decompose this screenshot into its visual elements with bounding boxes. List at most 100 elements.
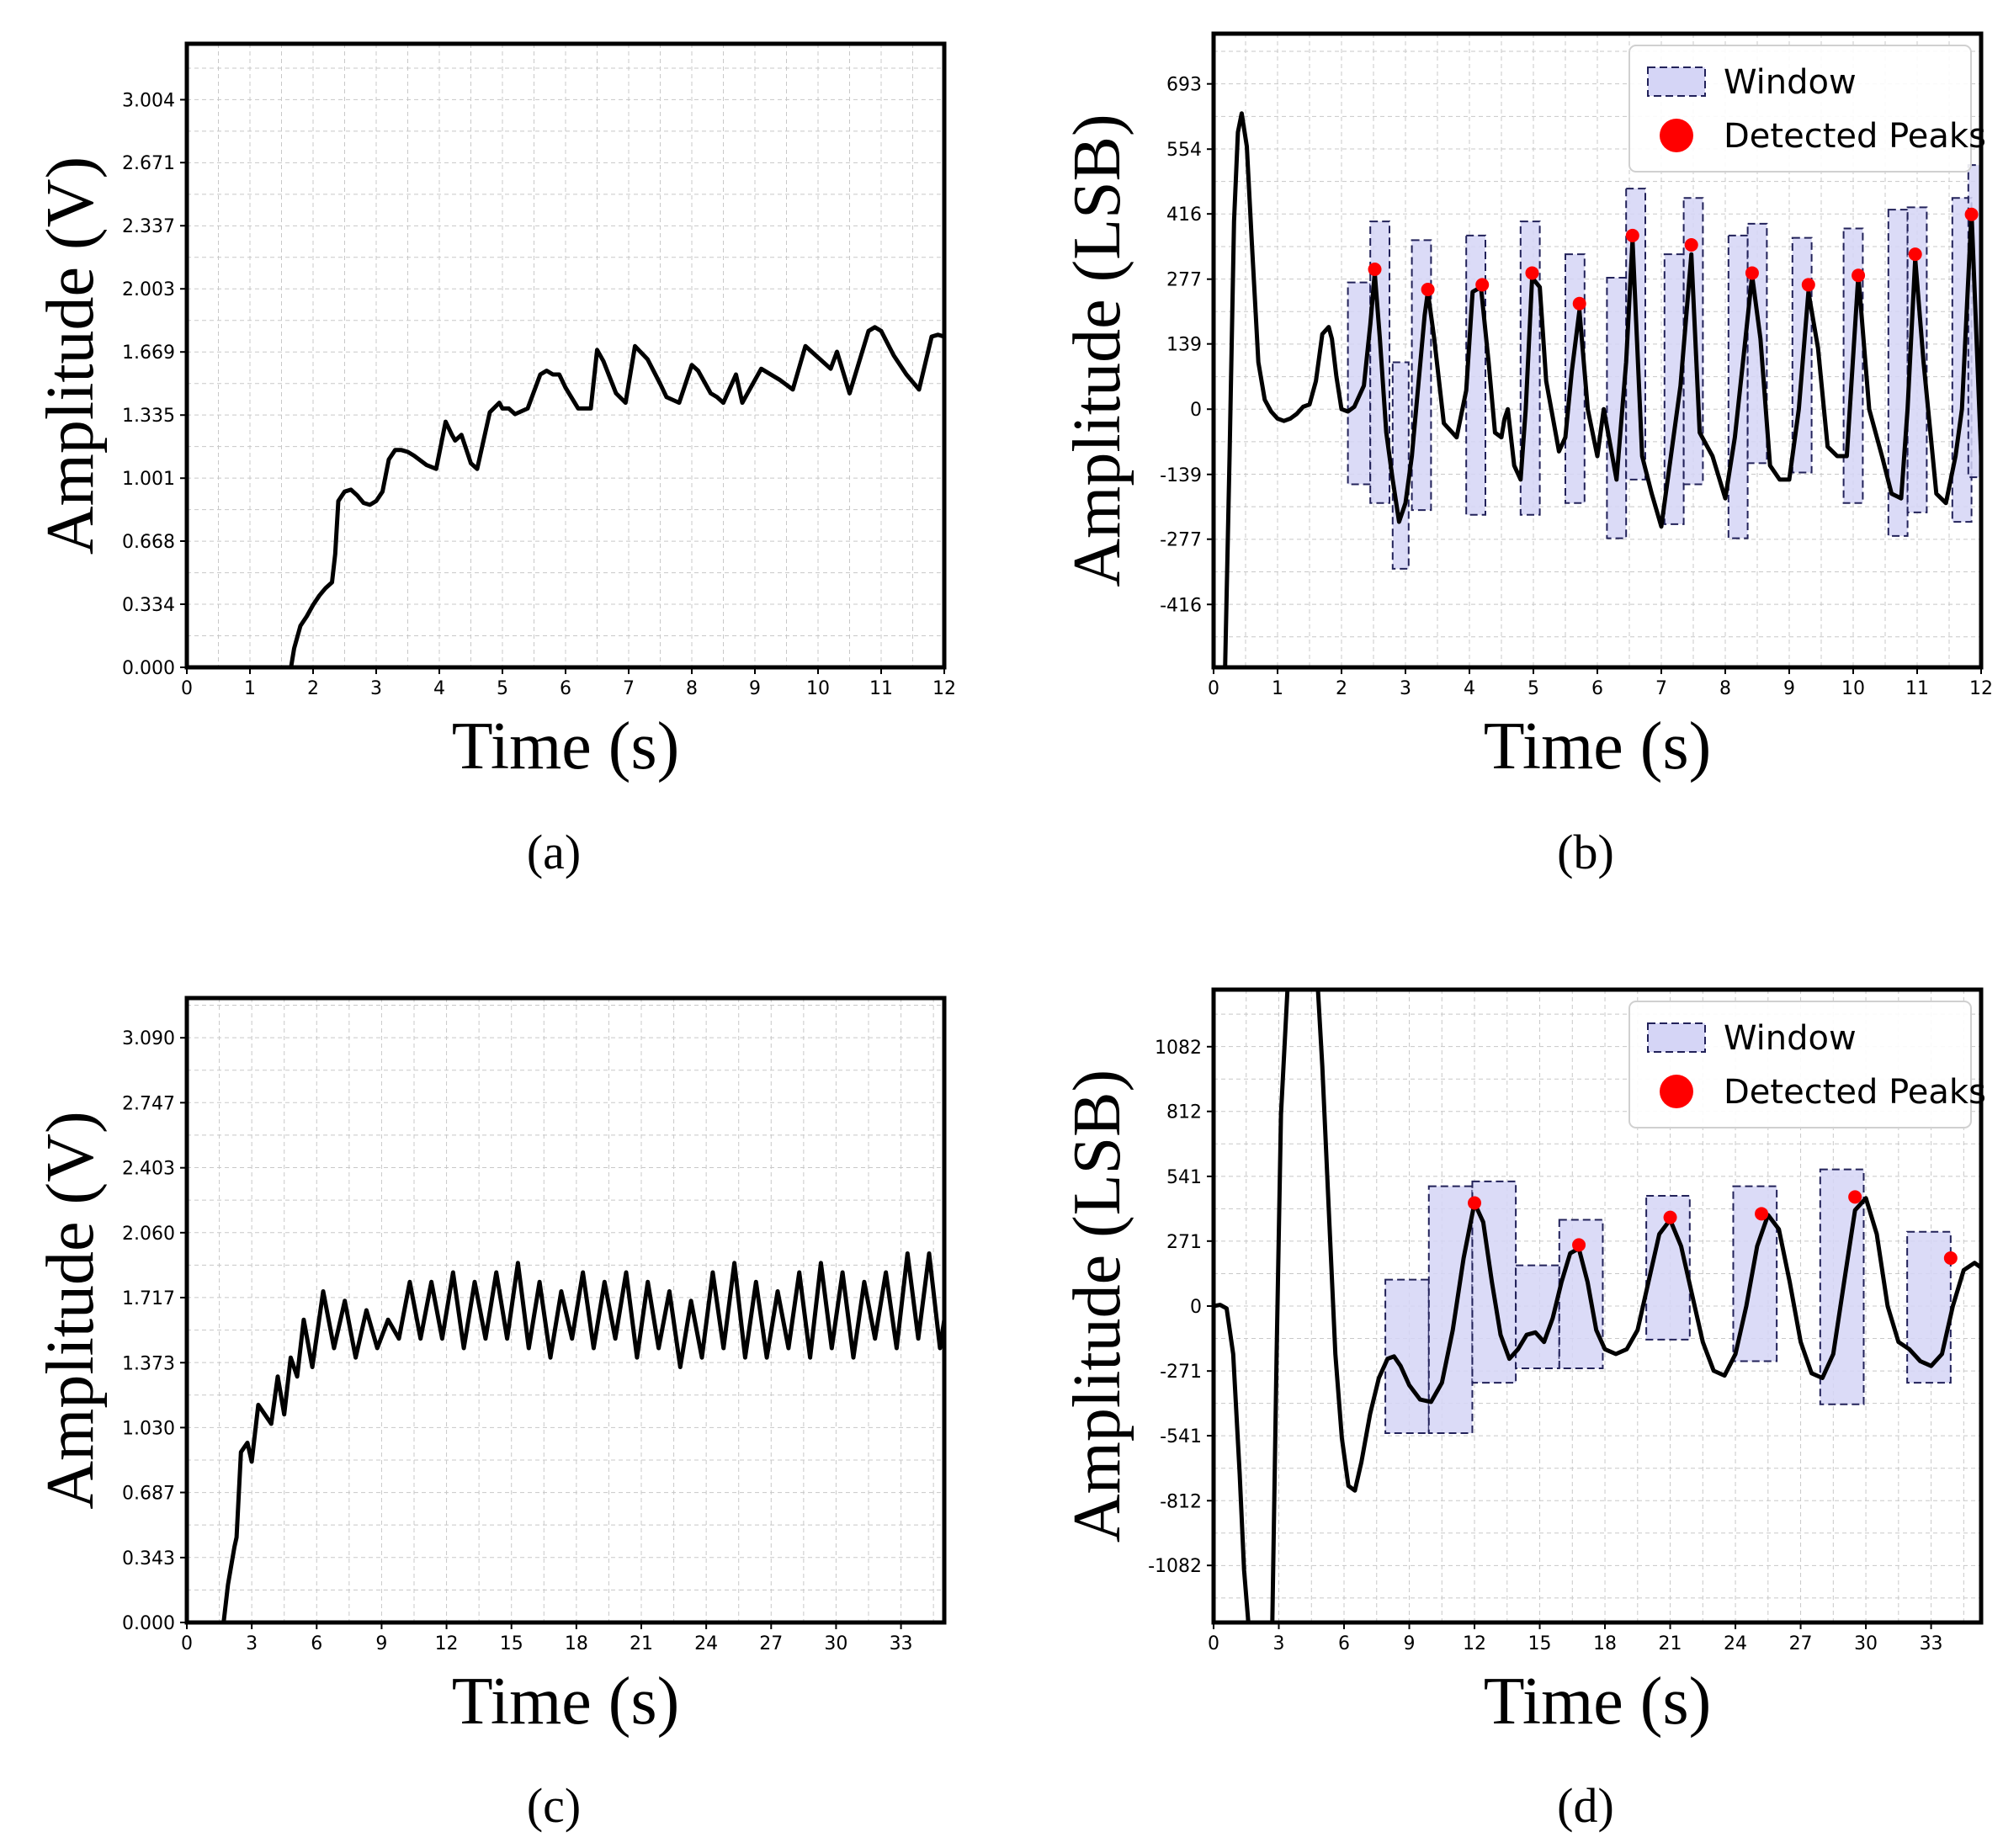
y-tick-label: 2.671 xyxy=(122,153,175,174)
legend-peaks-label: Detected Peaks xyxy=(1724,117,1986,156)
legend-window-label: Window xyxy=(1724,63,1857,102)
y-tick-label: 1082 xyxy=(1155,1038,1202,1059)
x-tick-label: 12 xyxy=(1969,678,1993,699)
peak-marker xyxy=(1848,1190,1862,1204)
peak-marker xyxy=(1572,1238,1586,1252)
x-tick-label: 12 xyxy=(932,678,956,699)
x-tick-label: 9 xyxy=(749,678,761,699)
x-tick-label: 1 xyxy=(1272,678,1283,699)
x-tick-label: 33 xyxy=(1920,1633,1943,1654)
x-tick-label: 15 xyxy=(1528,1633,1552,1654)
y-tick-label: 541 xyxy=(1166,1167,1202,1188)
window-rect xyxy=(1384,1278,1430,1434)
x-tick-label: 10 xyxy=(806,678,830,699)
peak-marker xyxy=(1525,266,1539,280)
y-axis-label: Amplitude (LSB) xyxy=(1060,1070,1134,1543)
x-tick-label: 1 xyxy=(244,678,256,699)
legend: Window Detected Peaks xyxy=(1628,45,1986,173)
peak-marker xyxy=(1468,1196,1482,1210)
x-tick-label: 2 xyxy=(1336,678,1347,699)
x-tick-label: 10 xyxy=(1841,678,1865,699)
series-line xyxy=(1223,111,1981,667)
x-tick-label: 21 xyxy=(630,1633,653,1654)
peak-marker xyxy=(1908,247,1922,262)
peak-marker xyxy=(1421,282,1435,296)
y-tick-label: 2.747 xyxy=(122,1093,175,1114)
peak-marker xyxy=(1368,263,1382,277)
x-tick-label: 4 xyxy=(433,678,445,699)
legend: Window Detected Peaks xyxy=(1628,1001,1986,1128)
y-axis-label: Amplitude (LSB) xyxy=(1060,114,1134,587)
y-tick-label: 416 xyxy=(1166,204,1202,226)
y-tick-label: -812 xyxy=(1160,1491,1202,1512)
x-tick-label: 3 xyxy=(1273,1633,1285,1654)
x-tick-label: 18 xyxy=(565,1633,588,1654)
peaks xyxy=(1468,1190,1958,1266)
x-tick-label: 11 xyxy=(1905,678,1929,699)
y-tick-label: 0 xyxy=(1190,1297,1202,1318)
legend-box xyxy=(1628,1001,1972,1128)
panel-a: 0 1 2 3 4 5 6 7 8 9 10 11 120.0000.3340.6681.0011.33… xyxy=(34,41,956,879)
peak-marker xyxy=(1964,207,1979,221)
x-tick-label: 27 xyxy=(759,1633,783,1654)
y-tick-label: 0.000 xyxy=(122,1613,175,1634)
legend-window-swatch xyxy=(1647,1022,1706,1053)
x-tick-label: 6 xyxy=(560,678,571,699)
x-tick-label: 30 xyxy=(824,1633,847,1654)
y-tick-label: -271 xyxy=(1160,1362,1202,1383)
peak-marker xyxy=(1852,268,1866,283)
grid xyxy=(187,44,944,667)
y-tick-label: -416 xyxy=(1160,595,1202,616)
x-tick-label: 7 xyxy=(1655,678,1667,699)
legend-box xyxy=(1628,45,1972,173)
series-line xyxy=(187,1251,944,1622)
x-tick-label: 4 xyxy=(1464,678,1475,699)
x-tick-label: 9 xyxy=(1404,1633,1416,1654)
x-tick-label: 5 xyxy=(1527,678,1539,699)
y-tick-label: 0.668 xyxy=(122,532,175,553)
panel-caption: (b) xyxy=(1557,825,1614,879)
x-tick-label: 3 xyxy=(246,1633,258,1654)
x-tick-label: 15 xyxy=(500,1633,523,1654)
x-tick-label: 8 xyxy=(1719,678,1731,699)
window-rect xyxy=(1606,277,1628,539)
y-tick-label: 3.090 xyxy=(122,1028,175,1049)
x-tick-label: 0 xyxy=(181,678,193,699)
y-tick-label: 139 xyxy=(1166,335,1202,356)
x-tick-label: 5 xyxy=(497,678,508,699)
y-tick-label: 1.335 xyxy=(122,406,175,427)
window-rect xyxy=(1519,220,1541,516)
y-tick-label: 2.060 xyxy=(122,1224,175,1245)
y-tick-label: 0.334 xyxy=(122,595,175,616)
window-rect xyxy=(1391,361,1410,570)
y-tick-label: -1082 xyxy=(1148,1556,1202,1577)
y-tick-label: 2.003 xyxy=(122,279,175,300)
y-tick-label: 1.669 xyxy=(122,343,175,364)
y-tick-label: 3.004 xyxy=(122,90,175,111)
y-tick-label: 812 xyxy=(1166,1102,1202,1123)
axes-frame xyxy=(184,996,947,1625)
window-rect xyxy=(1565,253,1586,504)
x-tick-label: 3 xyxy=(370,678,382,699)
x-axis-label: Time (s) xyxy=(452,709,679,783)
y-tick-label: 554 xyxy=(1166,140,1202,161)
windows xyxy=(1347,164,1981,570)
x-tick-label: 33 xyxy=(890,1633,913,1654)
y-tick-label: 693 xyxy=(1166,75,1202,96)
y-tick-label: 0.343 xyxy=(122,1548,175,1569)
x-tick-label: 27 xyxy=(1789,1633,1813,1654)
y-tick-label: 1.373 xyxy=(122,1353,175,1374)
y-tick-label: 1.030 xyxy=(122,1418,175,1439)
window-rect xyxy=(1558,1219,1604,1370)
window-rect xyxy=(1727,234,1749,539)
x-tick-label: 24 xyxy=(1724,1633,1747,1654)
y-tick-label: 0 xyxy=(1190,400,1202,421)
panel-caption: (a) xyxy=(527,825,581,879)
y-tick-label: 271 xyxy=(1166,1232,1202,1253)
x-tick-label: 6 xyxy=(1338,1633,1350,1654)
x-axis-label: Time (s) xyxy=(1484,1665,1711,1739)
x-tick-label: 11 xyxy=(869,678,893,699)
peak-marker xyxy=(1475,278,1490,292)
panel-caption: (d) xyxy=(1557,1778,1614,1833)
